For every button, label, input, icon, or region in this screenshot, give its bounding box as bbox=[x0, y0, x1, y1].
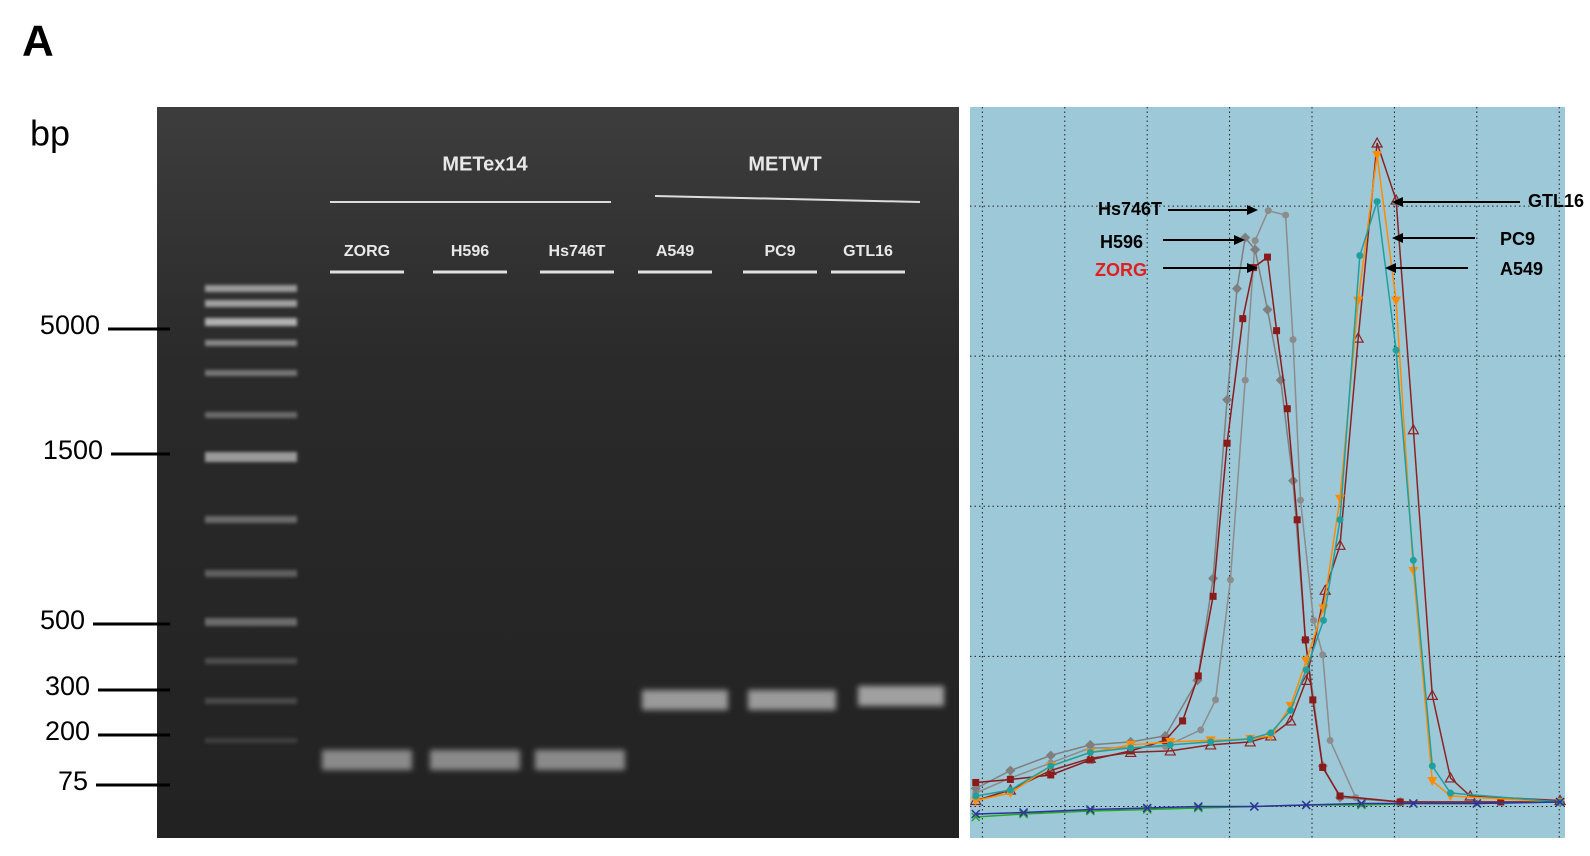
ladder-size-label: 1500 bbox=[43, 435, 103, 465]
group-label: METex14 bbox=[442, 153, 528, 175]
marker bbox=[1267, 729, 1274, 736]
marker bbox=[1302, 636, 1309, 643]
lane-label: PC9 bbox=[764, 243, 795, 260]
ladder-size-label: 5000 bbox=[40, 310, 100, 340]
marker bbox=[1242, 377, 1249, 384]
ladder-size-label: 75 bbox=[58, 766, 88, 796]
marker bbox=[1356, 252, 1363, 259]
marker bbox=[1294, 516, 1301, 523]
marker bbox=[1007, 786, 1014, 793]
marker bbox=[972, 779, 979, 786]
panel-label: A bbox=[22, 17, 54, 66]
marker bbox=[1319, 764, 1326, 771]
marker bbox=[1447, 789, 1454, 796]
marker bbox=[1224, 440, 1231, 447]
marker bbox=[1337, 516, 1344, 523]
marker bbox=[1284, 405, 1291, 412]
marker bbox=[1337, 792, 1344, 799]
marker bbox=[1252, 237, 1259, 244]
marker bbox=[1007, 776, 1014, 783]
marker bbox=[1393, 347, 1400, 354]
unit-label: bp bbox=[30, 113, 70, 154]
marker bbox=[1287, 707, 1294, 714]
curve-label: A549 bbox=[1500, 259, 1543, 279]
marker bbox=[1327, 737, 1334, 744]
marker bbox=[1309, 696, 1316, 703]
marker bbox=[1319, 651, 1326, 658]
marker bbox=[1410, 557, 1417, 564]
marker bbox=[1127, 744, 1134, 751]
lane-label: GTL16 bbox=[843, 243, 893, 260]
marker bbox=[1179, 717, 1186, 724]
marker bbox=[1310, 617, 1317, 624]
marker bbox=[1264, 254, 1271, 261]
marker bbox=[1374, 198, 1381, 205]
marker bbox=[1273, 327, 1280, 334]
marker bbox=[1210, 593, 1217, 600]
curve-label: GTL16 bbox=[1528, 191, 1584, 211]
lane-label: H596 bbox=[451, 243, 489, 260]
marker bbox=[1297, 497, 1304, 504]
ladder-size-label: 300 bbox=[45, 671, 90, 701]
marker bbox=[1227, 576, 1234, 583]
marker bbox=[1290, 336, 1297, 343]
marker bbox=[1167, 741, 1174, 748]
curve-label: ZORG bbox=[1095, 260, 1147, 280]
marker bbox=[1320, 617, 1327, 624]
marker bbox=[1195, 672, 1202, 679]
marker bbox=[972, 792, 979, 799]
marker bbox=[1265, 207, 1272, 214]
lane-label: A549 bbox=[656, 243, 694, 260]
ladder-labels: 5000 1500 500 300 200 75 bbox=[40, 310, 170, 796]
marker bbox=[1239, 315, 1246, 322]
curve-label: PC9 bbox=[1500, 229, 1535, 249]
ladder-size-label: 200 bbox=[45, 716, 90, 746]
curve-label: H596 bbox=[1100, 232, 1143, 252]
marker bbox=[1212, 696, 1219, 703]
lane-label: ZORG bbox=[344, 243, 390, 260]
lane-label: Hs746T bbox=[549, 243, 606, 260]
plot-area bbox=[970, 107, 1565, 838]
figure: A bp METex14 ZORG H596 Hs746T METWT A549 PC9 GT… bbox=[0, 0, 1590, 851]
marker bbox=[1247, 735, 1254, 742]
group-label: METWT bbox=[748, 153, 821, 175]
marker bbox=[1047, 762, 1054, 769]
marker bbox=[1303, 666, 1310, 673]
marker bbox=[1429, 762, 1436, 769]
marker bbox=[1207, 738, 1214, 745]
marker bbox=[1197, 726, 1204, 733]
ladder-size-label: 500 bbox=[40, 605, 85, 635]
curve-label: Hs746T bbox=[1098, 199, 1162, 219]
gel-image bbox=[157, 107, 959, 838]
marker bbox=[1087, 749, 1094, 756]
marker bbox=[1282, 212, 1289, 219]
